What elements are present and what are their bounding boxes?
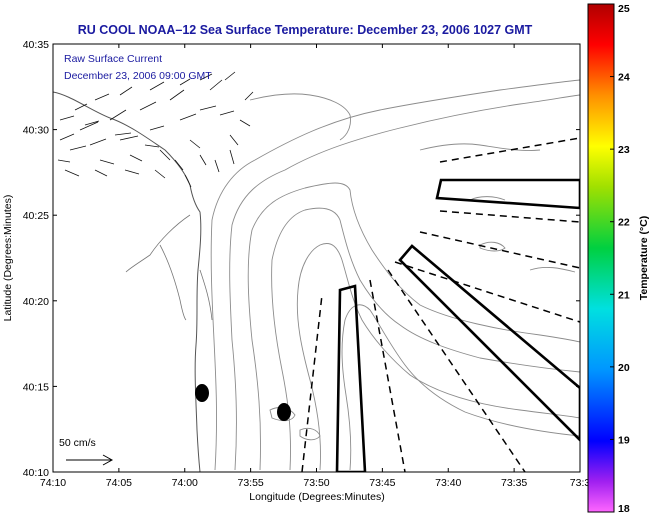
x-tick-label: 74:00: [172, 477, 198, 489]
colorbar-tick-label: 25: [618, 3, 630, 15]
velocity-scale-label: 50 cm/s: [59, 437, 96, 449]
x-tick-label: 73:45: [369, 477, 395, 489]
overlay-line-2: December 23, 2006 09:00 GMT: [64, 70, 212, 82]
x-tick-label: 73:50: [303, 477, 329, 489]
coastline: [53, 91, 202, 472]
x-tick-label: 74:05: [106, 477, 132, 489]
y-tick-label: 40:35: [23, 39, 49, 51]
data-marker-south: [277, 403, 291, 421]
colorbar-tick-label: 21: [618, 289, 630, 301]
surface-current-vectors: [57, 71, 254, 188]
x-tick-label: 73:35: [501, 477, 527, 489]
x-tick-label: 74:10: [40, 477, 66, 489]
y-axis-ticks: 40:10 40:15 40:20 40:25 40:30 40:35: [23, 39, 580, 479]
x-axis-label: Longitude (Degrees:Minutes): [249, 491, 384, 503]
colorbar-gradient: [587, 3, 615, 513]
colorbar-tick-label: 22: [618, 217, 630, 229]
y-tick-label: 40:30: [23, 125, 49, 137]
velocity-scale-arrow: [66, 454, 114, 466]
colorbar-ticks: 18 19 20 21 22 23 24 25: [610, 3, 630, 515]
colorbar-tick-label: 20: [618, 362, 630, 374]
x-tick-label: 73:55: [237, 477, 263, 489]
solid-zone-outlines: [335, 178, 580, 472]
inlet-shore: [125, 214, 213, 321]
y-tick-label: 40:25: [23, 210, 49, 222]
x-tick-label: 73:40: [435, 477, 461, 489]
x-axis-ticks: 74:10 74:05 74:00 73:55 73:50 73:45 73:40 73:35…: [40, 44, 591, 489]
overlay-line-1: Raw Surface Current: [64, 53, 162, 65]
y-tick-label: 40:15: [23, 381, 49, 393]
colorbar-label: Temperature (°C): [638, 216, 650, 301]
data-marker-north: [195, 384, 209, 402]
y-tick-label: 40:10: [23, 467, 49, 479]
colorbar-tick-label: 24: [618, 72, 630, 84]
colorbar-tick-label: 19: [618, 434, 630, 446]
y-axis-label: Latitude (Degrees:Minutes): [2, 195, 14, 322]
x-tick-label: 73:3: [570, 477, 591, 489]
colorbar-tick-label: 23: [618, 144, 630, 156]
colorbar-tick-label: 18: [618, 503, 630, 515]
y-tick-label: 40:20: [23, 296, 49, 308]
bathymetry-contours: [210, 79, 580, 471]
map-plot-area: [53, 44, 580, 472]
figure-title: RU COOL NOAA–12 Sea Surface Temperature:…: [78, 23, 533, 37]
dashed-boundary-lines: [301, 137, 580, 472]
